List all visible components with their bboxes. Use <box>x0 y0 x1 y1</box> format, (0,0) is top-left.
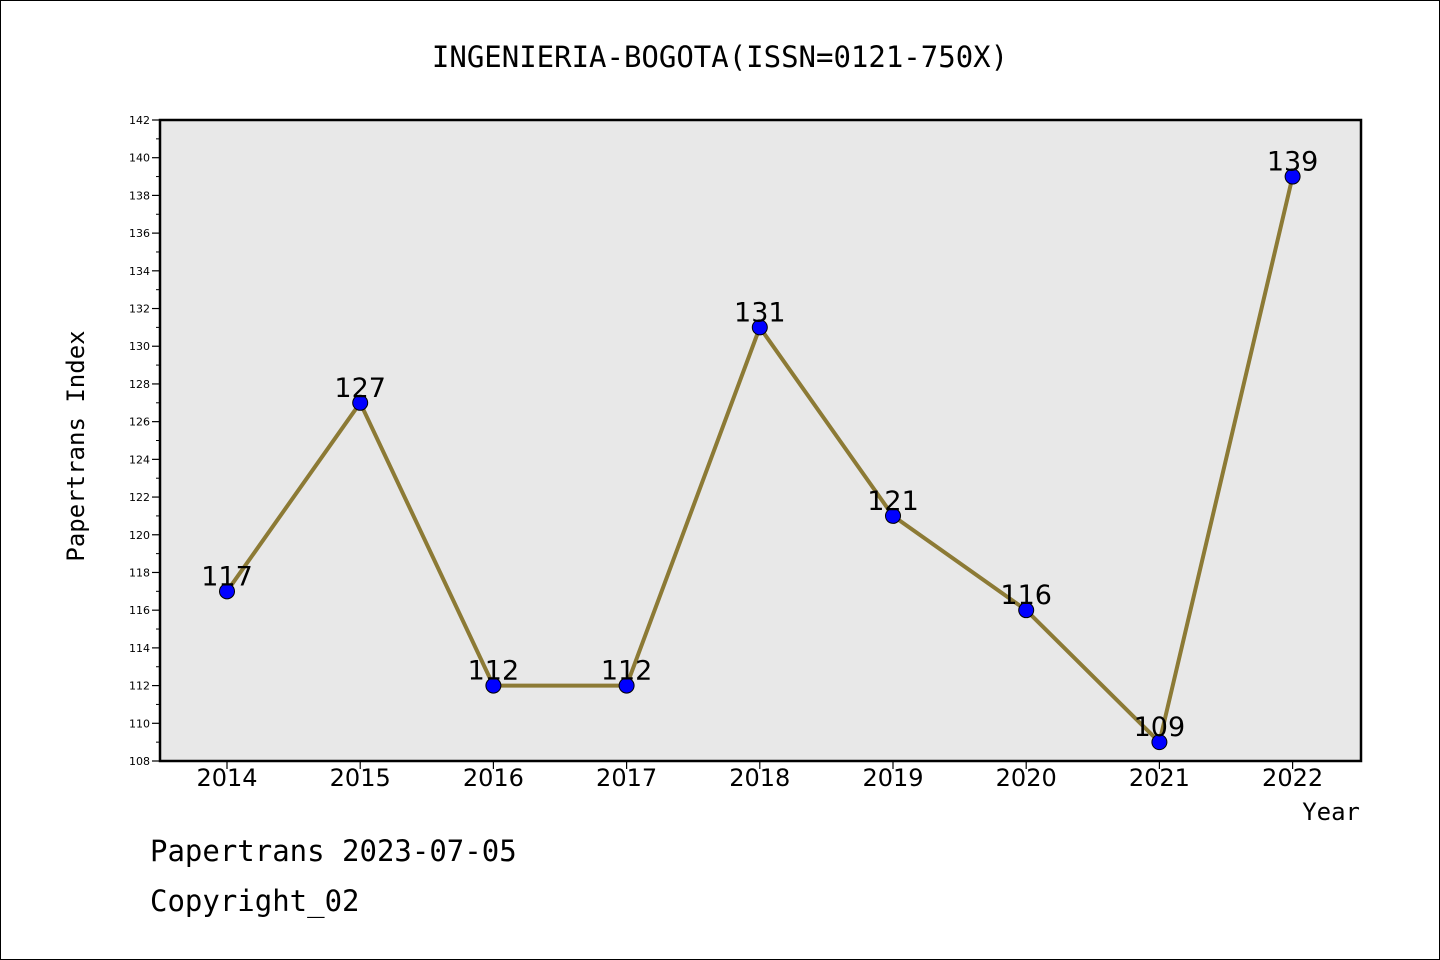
data-label: 109 <box>1134 712 1186 743</box>
plot-area <box>158 118 1363 763</box>
y-tick-label: 142 <box>129 114 150 127</box>
footer-date: Papertrans 2023-07-05 <box>150 834 517 868</box>
y-tick-label: 128 <box>129 378 150 391</box>
y-axis-label: Papertrans Index <box>62 330 90 561</box>
x-tick-label: 2019 <box>862 764 923 792</box>
data-label: 139 <box>1267 147 1319 178</box>
data-label: 116 <box>1000 580 1052 611</box>
y-tick-label: 134 <box>129 265 150 278</box>
y-tick-label: 120 <box>129 529 150 542</box>
y-tick-label: 126 <box>129 416 150 429</box>
data-point <box>219 583 235 600</box>
data-label: 112 <box>468 656 520 687</box>
data-label: 117 <box>201 561 253 592</box>
y-tick-label: 108 <box>129 755 150 768</box>
x-tick-label: 2016 <box>463 764 524 792</box>
y-tick-label: 138 <box>129 189 150 202</box>
y-tick-label: 136 <box>129 227 150 240</box>
footer-copyright: Copyright_02 <box>150 884 360 918</box>
y-tick-label: 110 <box>129 717 150 730</box>
data-label: 131 <box>734 297 786 328</box>
y-tick-label: 124 <box>129 453 150 466</box>
data-point <box>352 394 369 411</box>
data-label: 121 <box>867 486 919 517</box>
x-tick-label: 2015 <box>330 764 391 792</box>
data-point <box>618 677 635 694</box>
y-tick-label: 114 <box>129 642 150 655</box>
x-tick-label: 2020 <box>996 764 1057 792</box>
y-tick-label: 112 <box>129 680 150 693</box>
data-label: 112 <box>601 656 653 687</box>
y-tick-label: 132 <box>129 303 150 316</box>
data-point <box>1018 602 1035 619</box>
data-point <box>485 677 502 694</box>
x-tick-label: 2021 <box>1129 764 1190 792</box>
data-point <box>1284 168 1301 185</box>
x-tick-label: 2014 <box>196 764 257 792</box>
y-tick-label: 118 <box>129 566 150 579</box>
x-tick-label: 2017 <box>596 764 657 792</box>
x-axis: 2014 2015 2016 2017 2018 2019 2020 2021 2022 <box>196 761 1323 792</box>
y-tick-label: 116 <box>129 604 150 617</box>
data-point <box>1151 734 1168 751</box>
series: 117 127 112 112 131 121 116 109 139 <box>201 147 1319 751</box>
y-tick-label: 122 <box>129 491 150 504</box>
x-axis-label: Year <box>1302 798 1360 826</box>
data-point <box>885 507 901 524</box>
y-tick-label: 140 <box>129 152 150 165</box>
data-label: 127 <box>334 373 386 404</box>
y-axis: 108 110 112 114 116 118 120 122 124 126 128 130 132 1… <box>129 114 160 768</box>
x-tick-label: 2018 <box>729 764 790 792</box>
y-tick-label: 130 <box>129 340 150 353</box>
chart-title: INGENIERIA-BOGOTA(ISSN=0121-750X) <box>432 40 1008 74</box>
data-point <box>751 319 768 336</box>
x-tick-label: 2022 <box>1262 764 1323 792</box>
